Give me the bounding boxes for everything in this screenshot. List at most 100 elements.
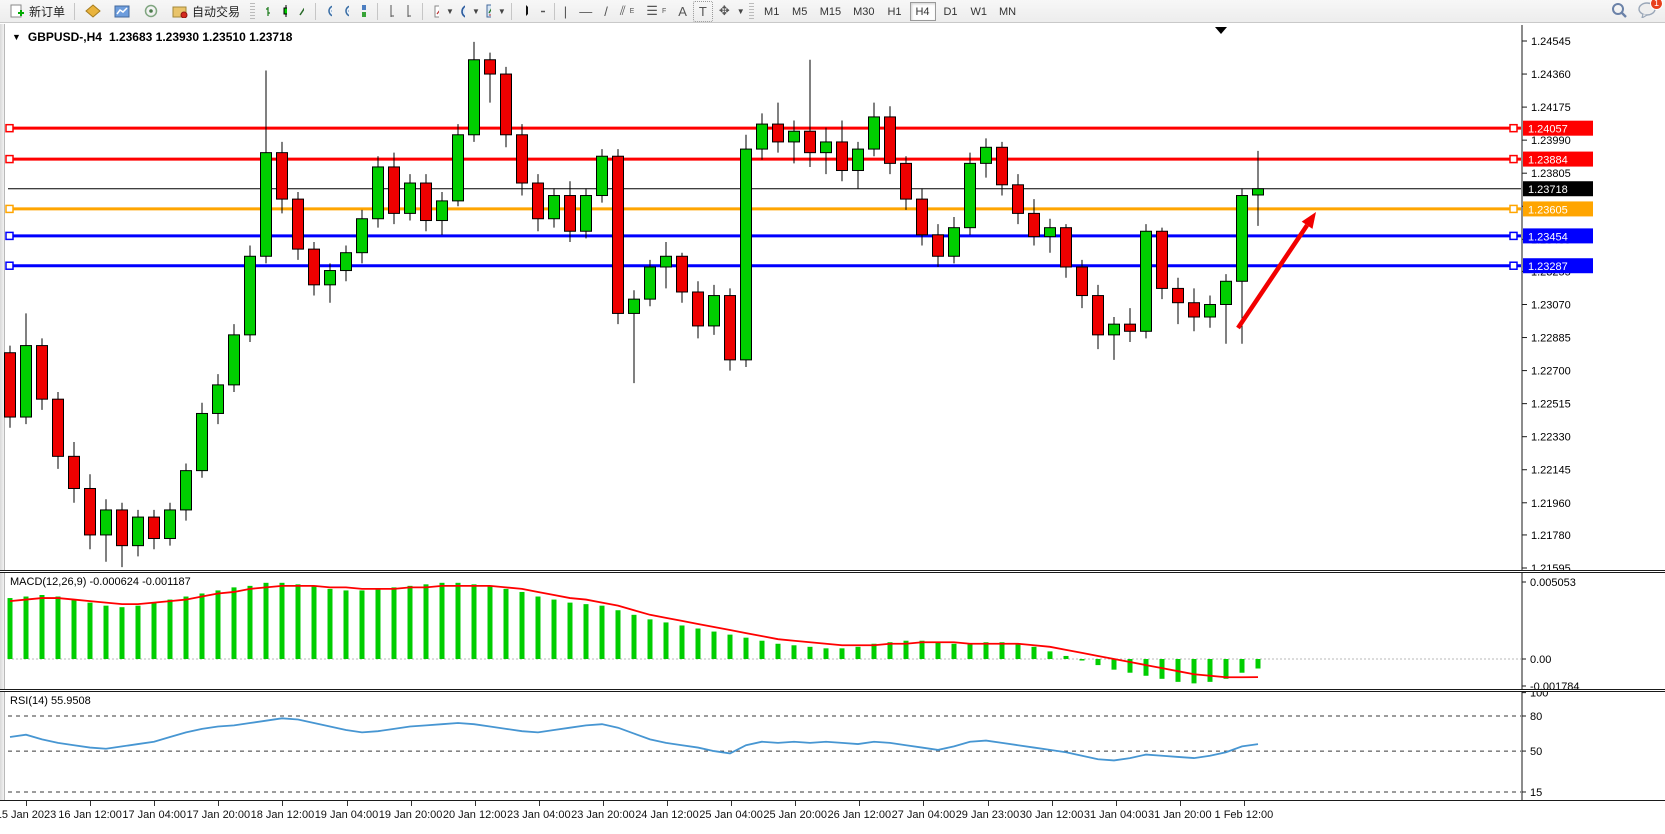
line-handle[interactable]	[5, 154, 14, 164]
channel-tool-icon[interactable]: ⫽ E	[619, 3, 635, 18]
trend-arrow-shaft[interactable]	[1236, 224, 1309, 330]
horizontal-line[interactable]	[5, 204, 1521, 214]
macd-histogram-bar	[1031, 646, 1037, 659]
deposit-gold-icon[interactable]	[84, 3, 101, 20]
timeframe-button-d1[interactable]: D1	[943, 5, 958, 18]
price-tick-label: 1.24545	[1531, 36, 1571, 48]
arrows-tool-caret-icon[interactable]: ▼	[736, 6, 745, 16]
timeframe-button-m15[interactable]: M15	[819, 5, 842, 18]
macd-histogram-bar	[791, 645, 797, 659]
timeframe-button-m1[interactable]: M1	[764, 5, 780, 18]
horizontal-line-tool-icon[interactable]: —	[579, 3, 593, 19]
line-handle[interactable]	[1509, 231, 1518, 241]
candle-body	[276, 152, 288, 200]
new-order-button[interactable]: 新订单	[2, 1, 71, 22]
time-label: 15 Jan 2023	[0, 809, 57, 821]
templates-caret-icon[interactable]: ▼	[497, 6, 506, 16]
candle-body	[20, 345, 32, 418]
auto-scroll-icon[interactable]	[383, 3, 400, 20]
price-badge-bg	[1523, 258, 1593, 274]
macd-axis-label: -0.001784	[1530, 681, 1580, 689]
price-tick-label: 1.21780	[1531, 530, 1571, 542]
time-tick	[218, 801, 220, 806]
search-icon[interactable]	[1611, 2, 1628, 21]
periods-caret-icon[interactable]: ▼	[471, 6, 480, 16]
text-label-tool-icon[interactable]: T	[692, 0, 713, 22]
line-handle[interactable]	[1509, 204, 1518, 214]
macd-pane[interactable]: 0.005053 0.00 -0.001784	[0, 573, 1665, 689]
rsi-pane[interactable]: 100 80 50 15	[0, 692, 1665, 800]
candlestick-chart-type-icon[interactable]	[276, 3, 293, 20]
text-tool-icon[interactable]: A	[678, 3, 687, 19]
line-handle[interactable]	[1509, 123, 1518, 133]
line-handle[interactable]	[5, 204, 14, 214]
zoom-out-icon[interactable]	[338, 3, 355, 20]
vertical-line-tool-icon[interactable]: |	[563, 3, 568, 19]
zoom-in-icon[interactable]	[321, 3, 338, 20]
macd-histogram-bar	[7, 598, 13, 659]
bar-chart-type-icon[interactable]	[259, 3, 276, 20]
fibonacci-tool-icon[interactable]: ☰ F	[646, 3, 667, 18]
chart-shift-marker-icon[interactable]	[1215, 27, 1227, 34]
timeframe-button-h4[interactable]: H4	[909, 1, 936, 21]
signals-icon[interactable]	[142, 3, 159, 20]
timeframe-button-w1[interactable]: W1	[970, 5, 988, 18]
macd-histogram-bar	[695, 628, 701, 659]
candle-body	[996, 146, 1008, 186]
candle-body	[676, 255, 688, 293]
line-handle[interactable]	[1509, 261, 1518, 270]
trendline-tool-icon[interactable]: /	[604, 3, 608, 19]
line-handle[interactable]	[1509, 154, 1518, 164]
time-tick	[1179, 801, 1181, 806]
candle-body	[372, 166, 384, 220]
cursor-tool-icon[interactable]	[517, 3, 534, 20]
add-indicator-icon[interactable]	[428, 3, 445, 20]
candle-body	[580, 195, 592, 232]
time-axis[interactable]: 15 Jan 2023 16 Jan 12:00 17 Jan 04:00 17 Ja…	[0, 800, 1665, 834]
time-label: 18 Jan 12:00	[250, 809, 315, 821]
line-handle[interactable]	[5, 123, 14, 133]
timeframe-button-m5[interactable]: M5	[792, 5, 808, 18]
chart-shift-icon[interactable]	[400, 3, 417, 20]
line-chart-type-icon[interactable]	[293, 3, 310, 20]
candle-body	[660, 255, 672, 268]
line-handle[interactable]	[5, 231, 14, 241]
line-handle[interactable]	[5, 261, 14, 270]
timeframe-button-mn[interactable]: MN	[999, 5, 1017, 18]
time-tick	[538, 801, 540, 806]
toolbar-separator	[553, 2, 555, 20]
new-order-icon	[8, 3, 25, 20]
add-indicator-caret-icon[interactable]: ▼	[446, 6, 454, 16]
autotrading-button[interactable]: 自动交易	[165, 1, 246, 22]
time-tick	[1051, 801, 1053, 806]
crosshair-tool-icon[interactable]	[534, 3, 551, 20]
candle-body	[804, 130, 816, 154]
macd-histogram-bar	[359, 590, 365, 659]
candle-body	[132, 516, 144, 547]
horizontal-line[interactable]	[5, 261, 1521, 270]
candle-body	[1220, 280, 1232, 305]
pane-separator[interactable]	[0, 689, 1665, 692]
horizontal-line[interactable]	[5, 231, 1521, 241]
tile-windows-icon[interactable]	[355, 3, 372, 20]
timeframe-button-h1[interactable]: H1	[887, 5, 902, 18]
market-watch-icon[interactable]	[113, 3, 130, 20]
macd-axis-label: 0.00	[1530, 654, 1551, 666]
horizontal-line[interactable]	[5, 154, 1521, 164]
macd-histogram-bar	[455, 582, 461, 659]
pane-separator[interactable]	[0, 570, 1665, 573]
periods-clock-icon[interactable]	[454, 3, 471, 20]
notifications-chat-icon[interactable]: 1	[1638, 0, 1663, 21]
candle-body	[468, 59, 480, 136]
templates-icon[interactable]	[480, 3, 497, 20]
timeframe-button-m30[interactable]: M30	[853, 5, 875, 18]
arrows-tool-icon[interactable]: ✥	[718, 3, 730, 18]
main-price-pane[interactable]: 1.24545 1.24360 1.24175 1.23990 1.23805 1.236…	[0, 25, 1665, 570]
toolbar-grip	[250, 3, 256, 19]
chart-menu-arrow-icon[interactable]: ▼	[12, 32, 21, 42]
trend-arrow[interactable]	[1236, 212, 1316, 330]
trend-arrow-head[interactable]	[1301, 212, 1316, 229]
candle-body	[932, 234, 944, 257]
macd-histogram-bar	[71, 599, 77, 659]
candle-body	[292, 198, 304, 250]
